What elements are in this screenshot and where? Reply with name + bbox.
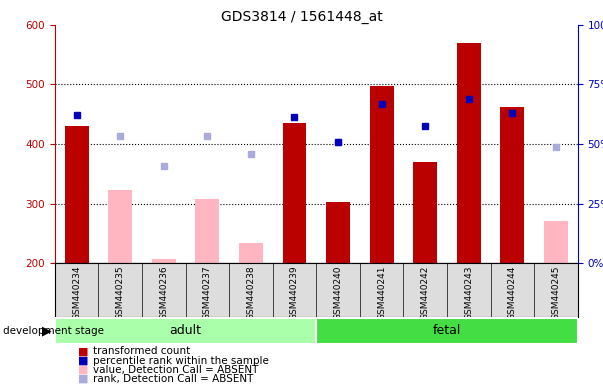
Text: GSM440243: GSM440243	[464, 266, 473, 320]
Bar	[55, 318, 316, 344]
Bar	[500, 106, 524, 263]
Text: GSM440234: GSM440234	[72, 266, 81, 320]
Text: GSM440240: GSM440240	[333, 266, 343, 320]
Text: GSM440242: GSM440242	[421, 266, 430, 320]
Text: GSM440244: GSM440244	[508, 266, 517, 320]
Bar	[413, 162, 437, 263]
Bar	[283, 123, 306, 263]
Text: GSM440237: GSM440237	[203, 266, 212, 320]
Bar	[239, 243, 263, 263]
Text: GSM440239: GSM440239	[290, 266, 299, 320]
Text: GDS3814 / 1561448_at: GDS3814 / 1561448_at	[221, 10, 382, 23]
Text: fetal: fetal	[433, 324, 461, 337]
Text: GSM440236: GSM440236	[159, 266, 168, 320]
Text: GSM440241: GSM440241	[377, 266, 386, 320]
Text: rank, Detection Call = ABSENT: rank, Detection Call = ABSENT	[93, 374, 254, 384]
Bar	[316, 318, 578, 344]
Text: GSM440245: GSM440245	[551, 266, 560, 320]
Bar	[457, 43, 481, 263]
Bar	[195, 199, 219, 263]
Text: value, Detection Call = ABSENT: value, Detection Call = ABSENT	[93, 365, 259, 375]
Text: ■: ■	[78, 374, 89, 384]
Text: ■: ■	[78, 365, 89, 375]
Text: ■: ■	[78, 356, 89, 366]
Text: transformed count: transformed count	[93, 346, 191, 356]
Text: percentile rank within the sample: percentile rank within the sample	[93, 356, 270, 366]
Bar	[370, 86, 394, 263]
Text: ▶: ▶	[42, 325, 52, 338]
Bar	[152, 259, 175, 263]
Text: GSM440238: GSM440238	[247, 266, 256, 320]
Bar	[326, 202, 350, 263]
Bar	[65, 126, 89, 263]
Text: ■: ■	[78, 346, 89, 356]
Text: GSM440235: GSM440235	[116, 266, 125, 320]
Bar	[109, 190, 132, 263]
Text: adult: adult	[169, 324, 201, 337]
Bar	[544, 221, 568, 263]
Text: development stage: development stage	[3, 326, 104, 336]
